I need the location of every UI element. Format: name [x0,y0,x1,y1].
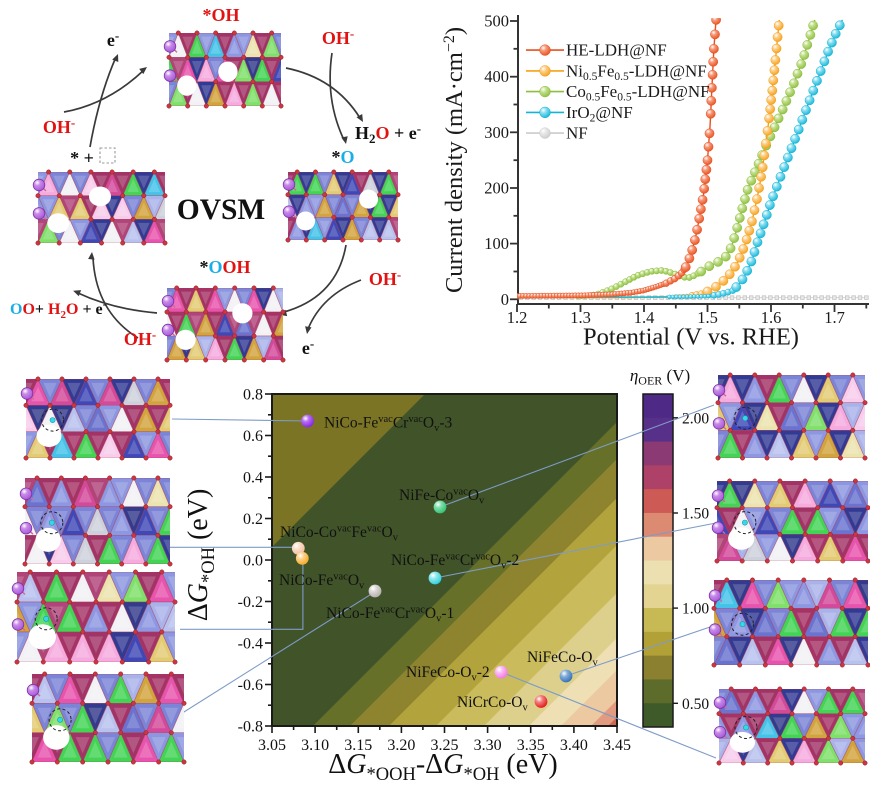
svg-text:1.7: 1.7 [824,308,845,327]
svg-text:OH-: OH- [369,267,401,289]
svg-text:3.10: 3.10 [301,737,329,754]
svg-text:0.6: 0.6 [243,428,263,445]
svg-text:0.0: 0.0 [243,552,263,569]
svg-text:HE-LDH@NF: HE-LDH@NF [566,41,667,60]
svg-text:1.6: 1.6 [761,308,782,327]
svg-text:1.00: 1.00 [682,601,709,618]
svg-text:0.50: 0.50 [682,696,709,713]
svg-text:500: 500 [484,12,509,31]
svg-text:3.20: 3.20 [387,737,415,754]
svg-text:100: 100 [484,234,509,253]
svg-text:*O: *O [331,147,354,167]
svg-text:NiFeCo-Ov: NiFeCo-Ov [527,649,598,669]
svg-text:ΔG*OOH-ΔG*OH (eV): ΔG*OOH-ΔG*OH (eV) [328,749,557,785]
svg-text:*OOH: *OOH [199,257,250,277]
svg-text:NF: NF [566,124,588,143]
svg-text:*OH: *OH [202,5,239,25]
svg-text:1.2: 1.2 [507,308,528,327]
svg-text:400: 400 [484,67,509,86]
svg-text:3.05: 3.05 [258,737,286,754]
svg-text:3.40: 3.40 [560,737,588,754]
svg-text:OH-: OH- [124,327,156,349]
svg-text:1.3: 1.3 [570,308,591,327]
svg-text:3.30: 3.30 [474,737,502,754]
svg-text:NiFe-CovacOv: NiFe-CovacOv [399,487,485,507]
svg-text:1.50: 1.50 [682,506,709,523]
svg-text:Current density (mA·cm−2): Current density (mA·cm−2) [441,27,468,293]
svg-text:NiCo-CovacFevacOv: NiCo-CovacFevacOv [280,524,399,544]
svg-text:OH-: OH- [322,26,354,48]
svg-text:1.4: 1.4 [634,308,655,327]
svg-text:0.4: 0.4 [243,469,263,486]
svg-text:200: 200 [484,179,509,198]
svg-text:e-: e- [107,28,119,50]
svg-text:NiCo-FevacOv: NiCo-FevacOv [279,572,365,592]
svg-text:1.5: 1.5 [697,308,718,327]
svg-text:OVSM: OVSM [177,194,266,226]
svg-text:2.00: 2.00 [682,410,709,427]
svg-text:Co0.5Fe0.5-LDH@NF: Co0.5Fe0.5-LDH@NF [566,82,710,104]
svg-text:NiCrCo-Ov: NiCrCo-Ov [457,694,528,714]
svg-text:e-: e- [302,336,314,358]
svg-text:300: 300 [484,123,509,142]
svg-text:3.15: 3.15 [344,737,372,754]
svg-text:H2O + e-: H2O + e- [355,121,421,146]
svg-text:IrO2@NF: IrO2@NF [566,103,633,125]
svg-text:-0.8: -0.8 [238,718,263,735]
svg-text:NiCo-FevacCrvacOv-2: NiCo-FevacCrvacOv-2 [391,552,519,572]
svg-text:-0.6: -0.6 [238,677,263,694]
svg-text:ηOER (V): ηOER (V) [630,366,690,388]
svg-text:NiCo-FevacCrvacOv-3: NiCo-FevacCrvacOv-3 [324,414,453,434]
svg-text:NiCo-FevacCrvacOv-1: NiCo-FevacCrvacOv-1 [326,605,454,625]
svg-text:ΔG*OH (eV): ΔG*OH (eV) [183,489,219,622]
svg-text:-0.2: -0.2 [238,594,263,611]
svg-text:Ni0.5Fe0.5-LDH@NF: Ni0.5Fe0.5-LDH@NF [566,61,707,83]
svg-text:3.45: 3.45 [603,737,631,754]
svg-text:NiFeCo-Ov-2: NiFeCo-Ov-2 [406,664,490,684]
svg-text:OH-: OH- [43,115,75,137]
svg-text:3.25: 3.25 [431,737,459,754]
svg-text:0.2: 0.2 [243,511,263,528]
svg-text:3.35: 3.35 [517,737,545,754]
svg-text:* +: * + [70,148,94,168]
svg-text:Potential (V vs. RHE): Potential (V vs. RHE) [583,324,799,351]
svg-text:OO+ H2O + e-: OO+ H2O + e- [10,297,107,321]
svg-text:-0.4: -0.4 [238,635,263,652]
svg-text:0: 0 [501,290,509,309]
svg-text:0.8: 0.8 [243,386,263,403]
